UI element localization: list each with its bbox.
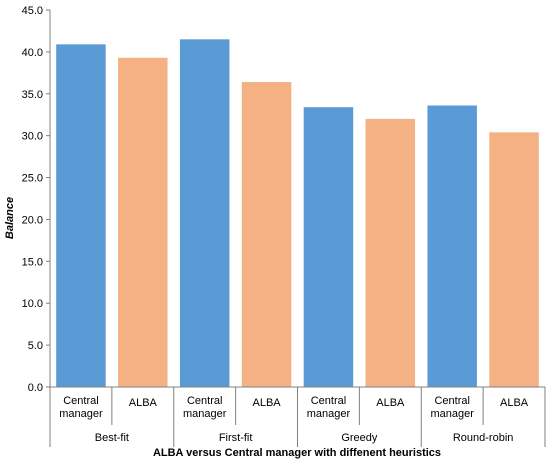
y-axis-title: Balance (4, 197, 16, 239)
bars (56, 39, 539, 388)
bar-alba (489, 132, 539, 387)
bar-alba (118, 57, 168, 388)
bar-alba (365, 118, 416, 388)
category-label: ALBA (129, 397, 158, 409)
x-axis-title: ALBA versus Central manager with diffene… (153, 447, 441, 459)
category-label: Central (63, 395, 98, 407)
category-label: manager (430, 408, 474, 420)
category-label: Central (434, 395, 469, 407)
bar-central-manager (56, 44, 106, 388)
group-label: Best-fit (95, 432, 129, 444)
category-label: Central (187, 395, 222, 407)
category-label: ALBA (376, 397, 405, 409)
bar-alba (241, 82, 292, 387)
y-tick-label: 5.0 (28, 340, 43, 352)
group-label: Greedy (341, 432, 378, 444)
y-tick-label: 0.0 (28, 382, 43, 394)
y-tick-label: 30.0 (22, 131, 43, 143)
y-tick-label: 15.0 (22, 256, 43, 268)
group-label: First-fit (219, 432, 253, 444)
bar-central-manager (303, 107, 354, 387)
y-tick-label: 10.0 (22, 298, 43, 310)
bar-central-manager (427, 105, 477, 388)
x-axis: CentralmanagerALBABest-fitCentralmanager… (49, 386, 546, 447)
group-label: Round-robin (453, 432, 514, 444)
y-axis: 0.0 5.0 10.0 15.0 20.0 25.0 30.0 35.0 40.0 45.0 (22, 5, 51, 394)
category-label: manager (307, 408, 351, 420)
category-label: ALBA (252, 397, 281, 409)
y-tick-label: 45.0 (22, 5, 43, 17)
category-label: Central (311, 395, 346, 407)
bar-central-manager (179, 39, 230, 387)
category-label: ALBA (500, 397, 529, 409)
category-label: manager (59, 408, 103, 420)
y-tick-label: 25.0 (22, 173, 43, 185)
category-label: manager (183, 408, 227, 420)
y-tick-label: 20.0 (22, 214, 43, 226)
y-tick-label: 35.0 (22, 89, 43, 101)
y-tick-label: 40.0 (22, 47, 43, 59)
